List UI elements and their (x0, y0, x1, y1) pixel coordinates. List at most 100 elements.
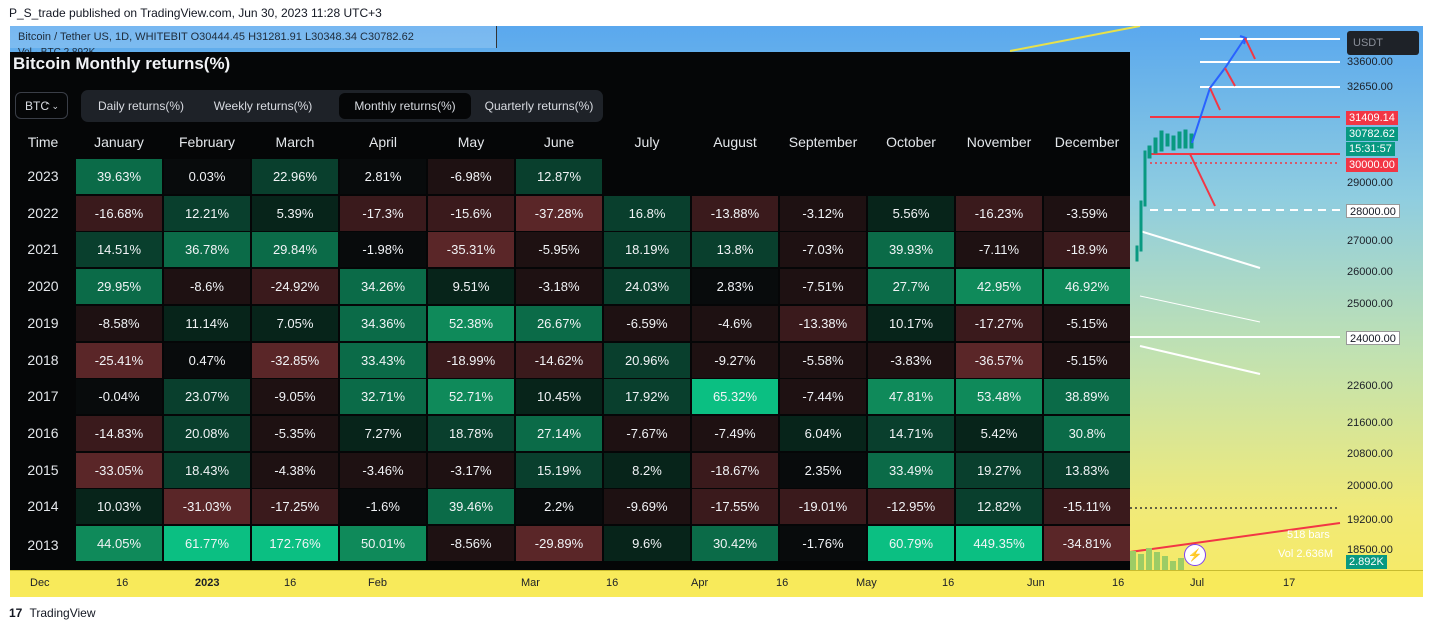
column-header-month: November (966, 134, 1032, 150)
price-label: 29000.00 (1347, 177, 1393, 189)
return-cell: 10.17% (868, 305, 954, 341)
column-header-month: August (713, 134, 757, 150)
symbol-info-bar: Bitcoin / Tether US, 1D, WHITEBIT O30444… (10, 26, 497, 48)
return-cell: 65.32% (692, 379, 778, 415)
return-cell: 33.43% (340, 342, 426, 378)
price-label: 27000.00 (1347, 235, 1393, 247)
row-year: 2019 (27, 314, 59, 331)
column-header-month: June (543, 134, 575, 150)
row-year: 2017 (27, 388, 59, 405)
return-cell: 27.14% (516, 415, 602, 451)
row-year: 2015 (27, 461, 59, 478)
return-cell: 14.71% (868, 415, 954, 451)
time-axis[interactable]: Dec 16 2023 16 Feb Mar 16 Apr 16 May 16 Jun 16 Jul 17 (10, 570, 1423, 597)
return-cell: -34.81% (1044, 526, 1130, 561)
return-cell: -37.28% (516, 195, 602, 231)
return-cell: 44.05% (76, 526, 162, 561)
return-cell: -3.83% (868, 342, 954, 378)
flash-icon[interactable]: ⚡ (1184, 544, 1206, 566)
return-cell: 172.76% (252, 526, 338, 561)
return-cell: -17.3% (340, 195, 426, 231)
column-header-month: March (275, 134, 315, 150)
price-box-support: 30000.00 (1346, 158, 1398, 172)
brand-name: TradingView (29, 606, 96, 620)
return-cell: -6.98% (428, 159, 514, 194)
time-axis-label: May (856, 577, 877, 589)
column-header-month: October (886, 134, 936, 150)
return-cell: 15.19% (516, 452, 602, 488)
return-cell: -7.44% (780, 379, 866, 415)
time-axis-label: 2023 (195, 577, 220, 589)
tab-monthly[interactable]: Monthly returns(%) (339, 93, 471, 119)
return-cell: 29.84% (252, 232, 338, 268)
return-cell: -16.23% (956, 195, 1042, 231)
return-cell: -14.62% (516, 342, 602, 378)
return-cell: 2.83% (692, 269, 778, 305)
symbol-select-value: BTC (25, 99, 49, 113)
return-cell: 46.92% (1044, 269, 1130, 305)
return-cell: 47.81% (868, 379, 954, 415)
price-label: 20000.00 (1347, 480, 1393, 492)
time-axis-label: 17 (1283, 577, 1296, 589)
return-cell: -1.76% (780, 526, 866, 561)
return-cell: 2.2% (516, 489, 602, 525)
return-cell: -13.88% (692, 195, 778, 231)
return-cell: 33.49% (868, 452, 954, 488)
return-cell: 20.08% (164, 415, 250, 451)
return-cell: -5.58% (780, 342, 866, 378)
column-header-month: April (368, 134, 397, 150)
return-cell: 12.87% (516, 159, 602, 194)
time-axis-label: 16 (942, 577, 955, 589)
currency-selector[interactable]: USDT (1347, 31, 1419, 55)
return-cell: -4.38% (252, 452, 338, 488)
column-header-month: January (94, 134, 144, 150)
row-year: 2016 (27, 424, 59, 441)
tab-weekly[interactable]: Weekly returns(%) (213, 99, 313, 113)
chart-area[interactable]: Bitcoin / Tether US, 1D, WHITEBIT O30444… (10, 26, 1423, 597)
return-cell: -29.89% (516, 526, 602, 561)
tab-daily[interactable]: Daily returns(%) (97, 99, 184, 113)
return-cell: -3.12% (780, 195, 866, 231)
return-cell: -1.98% (340, 232, 426, 268)
return-cell: -19.01% (780, 489, 866, 525)
return-cell: 36.78% (164, 232, 250, 268)
return-cell: 9.51% (428, 269, 514, 305)
return-cell: -0.04% (76, 379, 162, 415)
time-axis-label: 16 (284, 577, 297, 589)
return-cell: -7.67% (604, 415, 690, 451)
return-cell: 24.03% (604, 269, 690, 305)
return-cell: 19.27% (956, 452, 1042, 488)
price-label: 20800.00 (1347, 448, 1393, 460)
return-cell: 34.36% (340, 305, 426, 341)
return-cell: 18.43% (164, 452, 250, 488)
return-cell: -7.51% (780, 269, 866, 305)
return-cell: -8.58% (76, 305, 162, 341)
tab-quarterly[interactable]: Quarterly returns(%) (484, 99, 594, 113)
return-cell: -24.92% (252, 269, 338, 305)
time-axis-label: Apr (691, 577, 709, 589)
return-cell: 16.8% (604, 195, 690, 231)
volume-total: Vol 2.636M (1278, 548, 1334, 560)
return-cell: 7.27% (340, 415, 426, 451)
return-cell: 50.01% (340, 526, 426, 561)
return-cell: 14.51% (76, 232, 162, 268)
bars-count: 518 bars (1287, 529, 1330, 541)
return-cell: -8.6% (164, 269, 250, 305)
publisher-line: P_S_trade published on TradingView.com, … (9, 6, 382, 20)
return-cell: -5.35% (252, 415, 338, 451)
return-cell: -18.9% (1044, 232, 1130, 268)
return-cell: 12.82% (956, 489, 1042, 525)
return-cell: -12.95% (868, 489, 954, 525)
panel-title: Bitcoin Monthly returns(%) (13, 54, 231, 73)
price-box-last: 30782.62 (1346, 127, 1398, 141)
return-cell: -1.6% (340, 489, 426, 525)
row-year: 2021 (27, 241, 59, 258)
return-cell: -9.27% (692, 342, 778, 378)
price-label: 18500.00 (1347, 544, 1393, 556)
row-year: 2013 (27, 537, 59, 553)
return-cell: -9.69% (604, 489, 690, 525)
return-cell: 22.96% (252, 159, 338, 194)
column-header-month: May (457, 134, 485, 150)
price-label: 25000.00 (1347, 298, 1393, 310)
symbol-select[interactable]: BTC ⌃⌄ (15, 92, 68, 119)
